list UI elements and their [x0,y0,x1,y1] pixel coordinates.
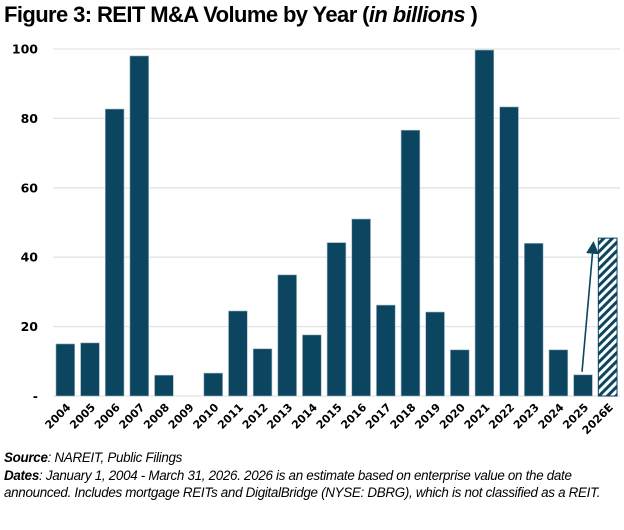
x-tick-label: 2018 [388,401,419,432]
title-close: ) [464,2,478,27]
x-tick-label: 2024 [536,401,567,432]
x-tick-label: 2017 [363,401,394,432]
dates-text: : January 1, 2004 - March 31, 2026. 2026… [4,467,601,501]
chart-title: Figure 3: REIT M&A Volume by Year (in bi… [4,2,478,28]
y-tick-label: 40 [21,250,39,265]
source-text: : NAREIT, Public Filings [47,450,183,465]
chart-notes: Source: NAREIT, Public Filings Dates: Ja… [4,449,620,502]
title-units: in billions [368,2,466,27]
bar-2023 [524,243,544,397]
bar-2011 [228,310,248,397]
bar-2014 [302,334,322,397]
x-tick-label: 2020 [437,401,468,432]
x-tick-label: 2006 [92,401,123,432]
bar-2017 [376,304,396,397]
x-tick-label: 2009 [166,401,197,432]
bar-2015 [326,242,347,397]
bar-2020 [450,349,470,397]
y-tick-label: 80 [21,111,39,126]
title-main: Figure 3: REIT M&A Volume by Year ( [4,2,370,27]
x-tick-label: 2010 [191,401,222,432]
x-tick-label: 2005 [67,401,98,432]
trend-arrow [581,240,599,372]
x-tick-label: 2007 [117,401,148,432]
source-note: Source: NAREIT, Public Filings [4,449,620,467]
bar-2022 [499,106,519,397]
x-tick-label: 2016 [338,401,369,432]
x-tick-label: 2012 [240,401,271,432]
dates-label: Dates [4,467,39,483]
annotations [581,240,599,372]
x-tick-label: 2021 [462,401,493,432]
y-tick-label: 100 [12,42,38,57]
x-tick-label: 2019 [412,401,443,432]
y-axis: - 20 40 60 80 100 [12,42,38,404]
source-label: Source [4,450,48,465]
bar-2004 [55,343,75,397]
bar-2019 [425,311,445,397]
x-tick-label: 2013 [264,401,295,432]
bar-2025 [573,374,593,397]
y-tick-label: - [33,389,38,404]
x-axis: 2004200520062007200820092010201120122013… [43,401,616,437]
x-tick-label: 2015 [314,401,345,432]
bar-2007 [129,55,149,397]
y-tick-label: 20 [21,319,39,334]
x-tick-label: 2008 [141,401,172,432]
bar-2021 [474,49,495,397]
bar-2005 [80,342,100,397]
bar-2010 [203,372,223,397]
x-tick-label: 2022 [486,401,517,432]
bar-2008 [154,374,174,397]
bars [55,49,618,397]
dates-note: Dates: January 1, 2004 - March 31, 2026.… [4,467,620,502]
x-tick-label: 2011 [215,401,246,432]
bar-2018 [400,129,421,397]
x-tick-label: 2023 [511,401,542,432]
bar-2012 [252,348,273,397]
x-tick-label: 2014 [289,401,320,432]
bar-2006 [104,108,125,397]
x-tick-label: 2004 [43,401,74,432]
bar-2024 [548,349,569,397]
bar-estimate-2026E [597,237,618,397]
bar-2013 [277,274,297,397]
y-tick-label: 60 [21,180,39,195]
bar-2016 [351,218,371,397]
